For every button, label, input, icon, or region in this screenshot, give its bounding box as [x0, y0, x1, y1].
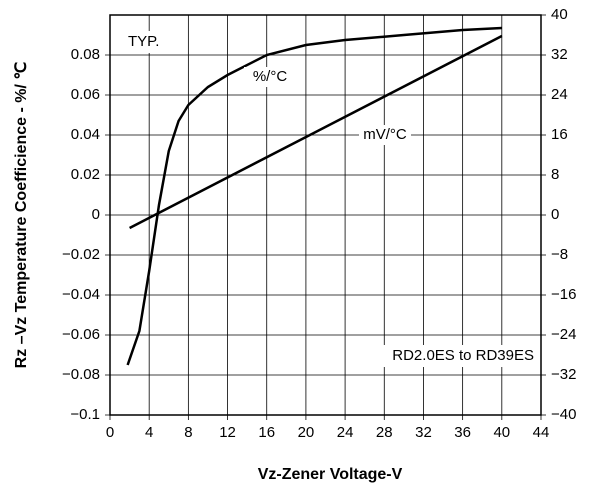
- x-tick-label: 16: [258, 424, 275, 441]
- y-tick-label: −0.08: [62, 366, 100, 383]
- x-tick-label: 0: [106, 424, 114, 441]
- annotation: TYP.: [128, 33, 159, 50]
- annotation-background: [124, 31, 168, 53]
- y2-tick-label: −8: [551, 246, 568, 263]
- x-tick-label: 32: [415, 424, 432, 441]
- x-tick-label: 24: [337, 424, 354, 441]
- y2-tick-label: −16: [551, 286, 576, 303]
- y-tick-label: −0.04: [62, 286, 100, 303]
- y-tick-label: 0.06: [71, 86, 100, 103]
- x-tick-label: 12: [219, 424, 236, 441]
- annotation-background: [370, 345, 538, 367]
- y2-tick-label: 40: [551, 6, 568, 23]
- y2-tick-label: 8: [551, 166, 559, 183]
- y2-tick-label: −24: [551, 326, 576, 343]
- y-tick-label: 0.02: [71, 166, 100, 183]
- y2-tick-label: 32: [551, 46, 568, 63]
- series-line: [126, 26, 502, 366]
- y-tick-label: −0.02: [62, 246, 100, 263]
- x-tick-label: 8: [184, 424, 192, 441]
- series-line: [129, 34, 503, 230]
- y2-tick-label: −40: [551, 406, 576, 423]
- x-tick-label: 4: [145, 424, 153, 441]
- y2-tick-label: −32: [551, 366, 576, 383]
- x-axis-title: Vz-Zener Voltage-V: [258, 466, 403, 483]
- y-tick-label: 0: [92, 206, 100, 223]
- y-tick-label: −0.1: [70, 406, 100, 423]
- label-background: [359, 125, 411, 145]
- x-tick-label: 40: [493, 424, 510, 441]
- y2-tick-label: 0: [551, 206, 559, 223]
- annotation: RD2.0ES to RD39ES: [392, 347, 534, 364]
- x-tick-label: 44: [533, 424, 550, 441]
- x-tick-label: 28: [376, 424, 393, 441]
- series-label: %/°C: [253, 68, 288, 85]
- y2-tick-label: 16: [551, 126, 568, 143]
- y-tick-label: −0.06: [62, 326, 100, 343]
- x-tick-label: 36: [454, 424, 471, 441]
- y-tick-label: 0.04: [71, 126, 100, 143]
- series-label: mV/°C: [363, 126, 407, 143]
- y-tick-label: 0.08: [71, 46, 100, 63]
- y2-tick-label: 24: [551, 86, 568, 103]
- x-tick-label: 20: [298, 424, 315, 441]
- label-background: [244, 67, 296, 87]
- y-axis-title: Rz –Vz Temperature Coefficience - %/ ℃: [13, 62, 30, 369]
